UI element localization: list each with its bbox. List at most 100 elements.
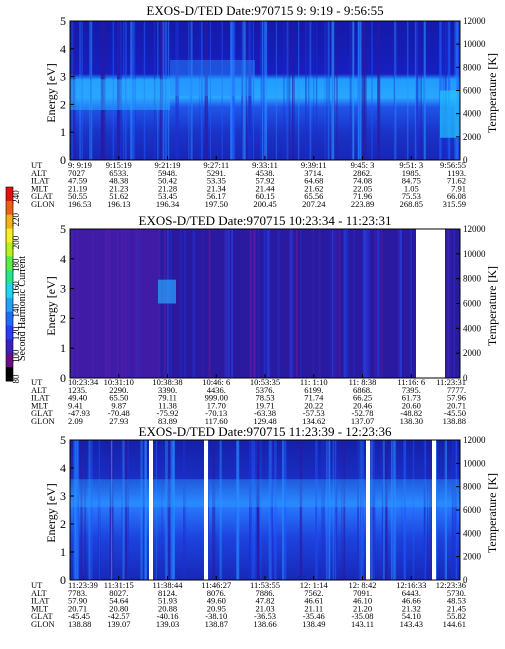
x-tick-value: 71.62 bbox=[447, 176, 466, 186]
y2-tick-label: 12000 bbox=[463, 16, 486, 26]
x-tick-value: 7091. bbox=[353, 588, 372, 598]
spectrogram-column bbox=[357, 440, 359, 580]
spectrogram-column bbox=[252, 21, 254, 160]
data-gap bbox=[366, 440, 370, 580]
y2-tick-label: 0 bbox=[463, 373, 468, 383]
y-tick-label: 0 bbox=[60, 573, 66, 587]
colorbar-segment bbox=[6, 200, 13, 216]
energy-band bbox=[70, 79, 170, 110]
spectrogram-column bbox=[121, 440, 123, 580]
spectrogram-column bbox=[380, 229, 383, 378]
x-tick-value: 79.11 bbox=[158, 393, 177, 403]
x-tick-value: 20.46 bbox=[353, 400, 372, 410]
x-tick-value: 10:53:35 bbox=[250, 377, 280, 387]
x-tick-value: 78.53 bbox=[255, 393, 274, 403]
y-tick-label: 3 bbox=[60, 489, 66, 503]
x-tick-value: 9:39:11 bbox=[301, 160, 327, 170]
spectrogram-column bbox=[84, 440, 87, 580]
x-tick-value: 20.71 bbox=[447, 400, 466, 410]
spectrogram-column bbox=[281, 440, 285, 580]
y2-tick-label: 2000 bbox=[463, 348, 482, 358]
x-tick-value: 143.43 bbox=[400, 619, 423, 629]
spectrogram-column bbox=[421, 21, 422, 160]
spectrogram-column bbox=[334, 440, 336, 580]
spectrogram-column bbox=[309, 21, 312, 160]
colorbar-segment bbox=[6, 297, 13, 313]
y2-tick-label: 0 bbox=[463, 575, 468, 585]
spectrogram-column bbox=[76, 440, 79, 580]
spectrogram-column bbox=[403, 440, 407, 580]
x-tick-value: 21.34 bbox=[207, 183, 227, 193]
x-tick-value: 196.34 bbox=[156, 199, 180, 209]
spectrogram-column bbox=[451, 440, 454, 580]
x-tick-value: 47.82 bbox=[255, 596, 274, 606]
row-label: MLT bbox=[31, 183, 49, 193]
x-tick-value: 138.66 bbox=[253, 619, 276, 629]
x-tick-value: -48.82 bbox=[400, 408, 422, 418]
x-tick-value: 4538. bbox=[255, 168, 274, 178]
row-label: GLON bbox=[31, 199, 55, 209]
spectrogram-column bbox=[260, 440, 262, 580]
x-tick-value: 12: 1:14 bbox=[300, 580, 329, 590]
x-tick-value: 49.40 bbox=[68, 393, 87, 403]
colorbar-segment bbox=[6, 367, 13, 382]
x-tick-value: 139.03 bbox=[156, 619, 179, 629]
spectrogram-column bbox=[249, 440, 252, 580]
colorbar-tick-label: 180 bbox=[11, 258, 21, 272]
spectrogram-column bbox=[99, 440, 101, 580]
x-tick-value: 10:31:10 bbox=[104, 377, 134, 387]
spectrogram-column bbox=[415, 21, 419, 160]
x-tick-value: 9:33:11 bbox=[252, 160, 278, 170]
spectrogram-column bbox=[97, 440, 99, 580]
y-tick-label: 3 bbox=[60, 70, 66, 84]
spectrogram-column bbox=[110, 440, 113, 580]
x-tick-value: 66.08 bbox=[447, 191, 466, 201]
row-label: GLAT bbox=[31, 191, 54, 201]
y-tick-label: 2 bbox=[60, 97, 66, 111]
spectrogram-column bbox=[264, 21, 268, 160]
x-tick-value: 71.96 bbox=[353, 191, 372, 201]
x-tick-value: -70.13 bbox=[205, 408, 227, 418]
spectrogram-column bbox=[364, 229, 365, 378]
x-tick-value: 144.61 bbox=[443, 619, 466, 629]
spectrogram-column bbox=[205, 21, 209, 160]
spectrogram-column bbox=[361, 440, 364, 580]
x-tick-value: 12:23:36 bbox=[436, 580, 466, 590]
energy-band bbox=[70, 479, 460, 508]
colorbar-title: Second Harmonic Current bbox=[17, 256, 28, 361]
colorbar-segment bbox=[6, 339, 13, 354]
panel-1-title: EXOS-D/TED Date:970715 9: 9:19 - 9:56:55 bbox=[146, 3, 383, 18]
spectrogram-column bbox=[370, 440, 373, 580]
colorbar-segment bbox=[6, 325, 13, 340]
spectrogram-column bbox=[414, 21, 417, 160]
x-tick-value: 2290. bbox=[109, 385, 128, 395]
row-label: UT bbox=[31, 377, 43, 387]
y-tick-label: 3 bbox=[60, 282, 66, 296]
x-tick-value: -70.48 bbox=[108, 408, 130, 418]
spectrogram-column bbox=[391, 440, 393, 580]
spectrogram-column bbox=[209, 229, 211, 378]
x-tick-value: 48.38 bbox=[109, 176, 128, 186]
x-tick-value: 10:23:34 bbox=[68, 377, 99, 387]
spectrogram-column bbox=[454, 440, 457, 580]
spectrogram-column bbox=[296, 229, 298, 378]
energy-band bbox=[170, 59, 255, 97]
spectrogram-column bbox=[307, 21, 310, 160]
spectrogram-column bbox=[318, 229, 321, 378]
spectrogram-column bbox=[305, 21, 307, 160]
colorbar-tick-label: 80 bbox=[11, 374, 21, 384]
spectrogram-column bbox=[427, 440, 428, 580]
panel-3-title: EXOS-D/TED Date:970715 11:23:39 - 12:23:… bbox=[139, 424, 392, 439]
spectrogram-column bbox=[266, 229, 270, 378]
spectrogram-column bbox=[245, 21, 248, 160]
spectrogram-column bbox=[444, 440, 447, 580]
spectrogram-column bbox=[358, 21, 360, 160]
x-tick-value: 57.92 bbox=[255, 176, 274, 186]
spectrogram-column bbox=[299, 440, 303, 580]
x-tick-value: 53.45 bbox=[158, 191, 177, 201]
spectrogram-column bbox=[335, 440, 338, 580]
y-tick-label: 1 bbox=[60, 125, 66, 139]
spectrogram-column bbox=[241, 21, 243, 160]
spectrogram-column bbox=[393, 21, 395, 160]
x-tick-value: -40.16 bbox=[157, 611, 179, 621]
